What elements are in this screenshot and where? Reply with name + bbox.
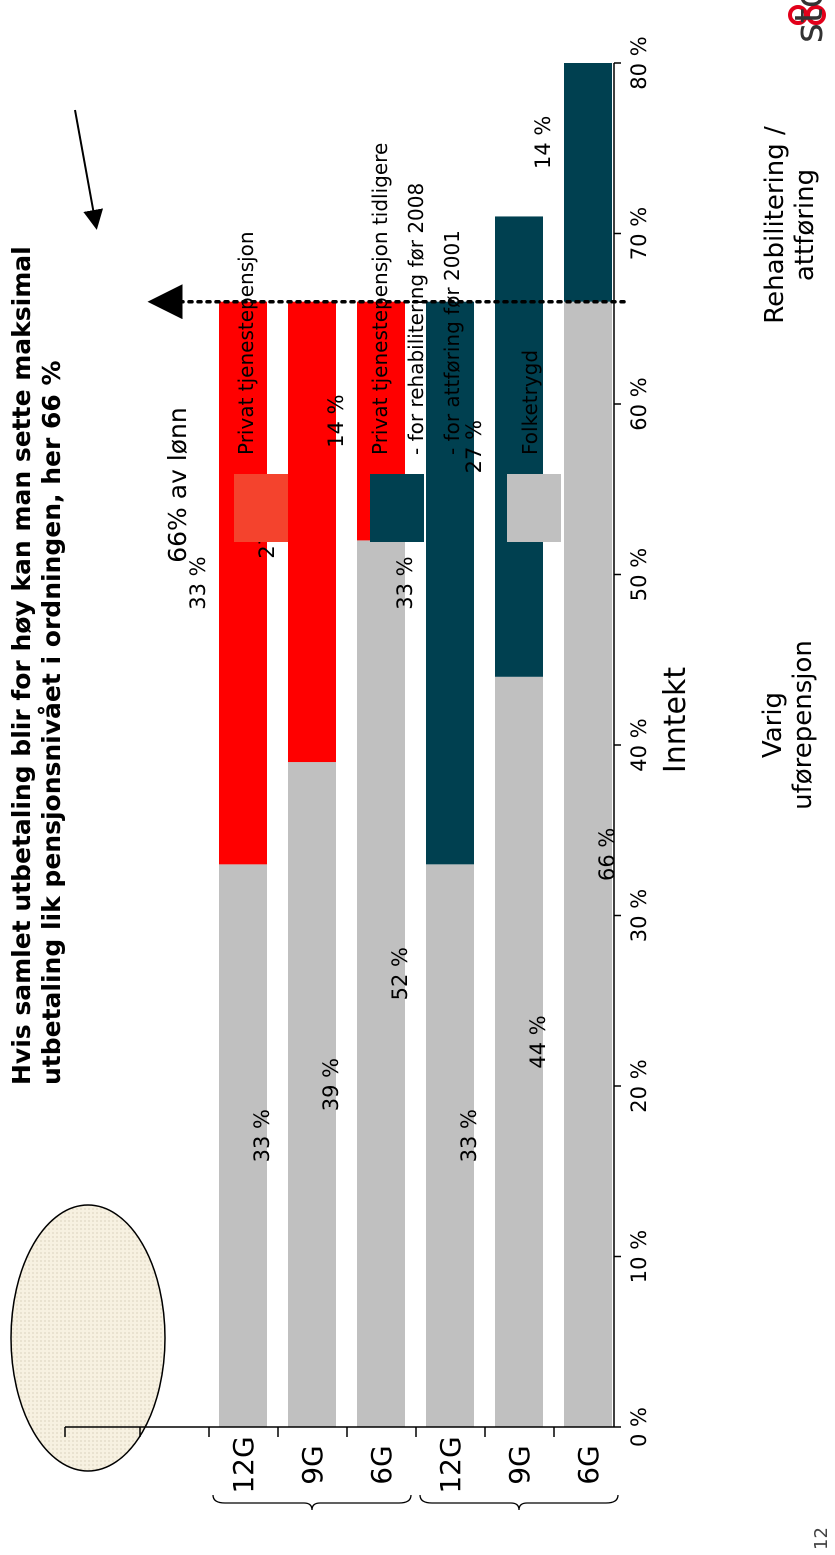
x-tick-label: 12G xyxy=(227,1436,260,1493)
y-tick-label: 60 % xyxy=(627,377,651,430)
bar-segment xyxy=(495,676,543,1427)
chart-title-line2: utbetaling lik pensjonsnivået i ordninge… xyxy=(37,360,66,1085)
group-brace xyxy=(419,1494,619,1511)
x-tick-label: 9G xyxy=(503,1445,536,1485)
bar-segment xyxy=(219,301,267,865)
bar-segment xyxy=(564,301,612,1427)
data-label-folketrygd: 33 % xyxy=(250,1109,274,1162)
data-label-folketrygd: 33 % xyxy=(457,1109,481,1162)
group-label: Varig xyxy=(758,692,788,758)
x-tick-label: 9G xyxy=(296,1445,329,1485)
brand-name: storebrand xyxy=(787,0,831,43)
legend-swatch xyxy=(507,474,561,542)
bar-segment xyxy=(426,864,474,1427)
legend-label: Folketrygd xyxy=(518,350,542,455)
legend-header: 66% av lønn xyxy=(163,407,192,563)
page-number: 12 xyxy=(811,1527,832,1550)
group-label: attføring xyxy=(790,169,820,281)
bar-segment xyxy=(495,216,543,677)
data-label-folketrygd: 66 % xyxy=(595,828,619,881)
legend-label: Privat tjenestepensjon xyxy=(234,231,258,455)
group-brace xyxy=(212,1494,412,1511)
legend-swatch xyxy=(370,474,424,542)
data-label-top: 14 % xyxy=(324,394,348,447)
data-label-top: 33 % xyxy=(186,556,210,609)
x-tick-label: 12G xyxy=(434,1436,467,1493)
legend-swatch xyxy=(234,474,288,542)
y-tick-label: 70 % xyxy=(627,207,651,260)
legend-label: - for rehabilitering før 2008 xyxy=(404,183,428,455)
y-tick-label: 80 % xyxy=(627,36,651,89)
x-tick-label: 6G xyxy=(365,1445,398,1485)
highlight-ellipse xyxy=(10,1204,166,1472)
y-tick-label: 20 % xyxy=(627,1059,651,1112)
y-tick-label: 0 % xyxy=(627,1407,651,1447)
data-label-top: 27 % xyxy=(462,420,486,473)
callout-arrow xyxy=(74,109,104,230)
group-label: uførepensjon xyxy=(788,640,818,810)
data-label-folketrygd: 52 % xyxy=(388,947,412,1000)
y-tick-label: 50 % xyxy=(627,548,651,601)
bar-segment xyxy=(288,301,336,763)
bar-segment xyxy=(357,540,405,1427)
x-axis-title: Inntekt xyxy=(658,667,693,773)
y-tick-label: 30 % xyxy=(627,889,651,942)
bar-segment xyxy=(219,864,267,1427)
data-label-folketrygd: 44 % xyxy=(526,1015,550,1068)
x-tick-label: 6G xyxy=(572,1445,605,1485)
chart-title-line1: Hvis samlet utbetaling blir for høy kan … xyxy=(7,246,36,1085)
bar-segment xyxy=(288,762,336,1427)
group-label: Rehabilitering / xyxy=(760,126,790,324)
data-label-folketrygd: 39 % xyxy=(319,1058,343,1111)
data-label-top: 33 % xyxy=(393,556,417,609)
data-label-top: 14 % xyxy=(531,116,555,169)
bar-segment xyxy=(426,301,474,865)
y-tick-label: 40 % xyxy=(627,718,651,771)
legend-label: - for attføring før 2001 xyxy=(440,230,464,455)
y-tick-label: 10 % xyxy=(627,1230,651,1283)
brand-logo: storebrand xyxy=(787,0,831,43)
bar-segment xyxy=(564,62,612,302)
legend-label: Privat tjenestepensjon tidligere xyxy=(368,143,392,455)
